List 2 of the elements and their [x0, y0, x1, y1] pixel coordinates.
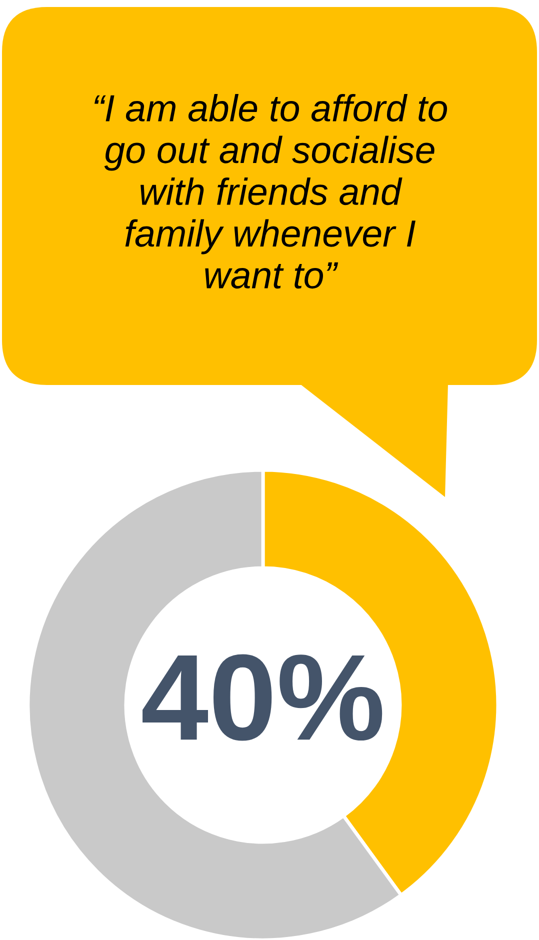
chart-title: “I am able to afford to go out and socialise with friends and family whenever I want to” — [94, 94, 448, 289]
data-label: 40% — [142, 654, 382, 741]
